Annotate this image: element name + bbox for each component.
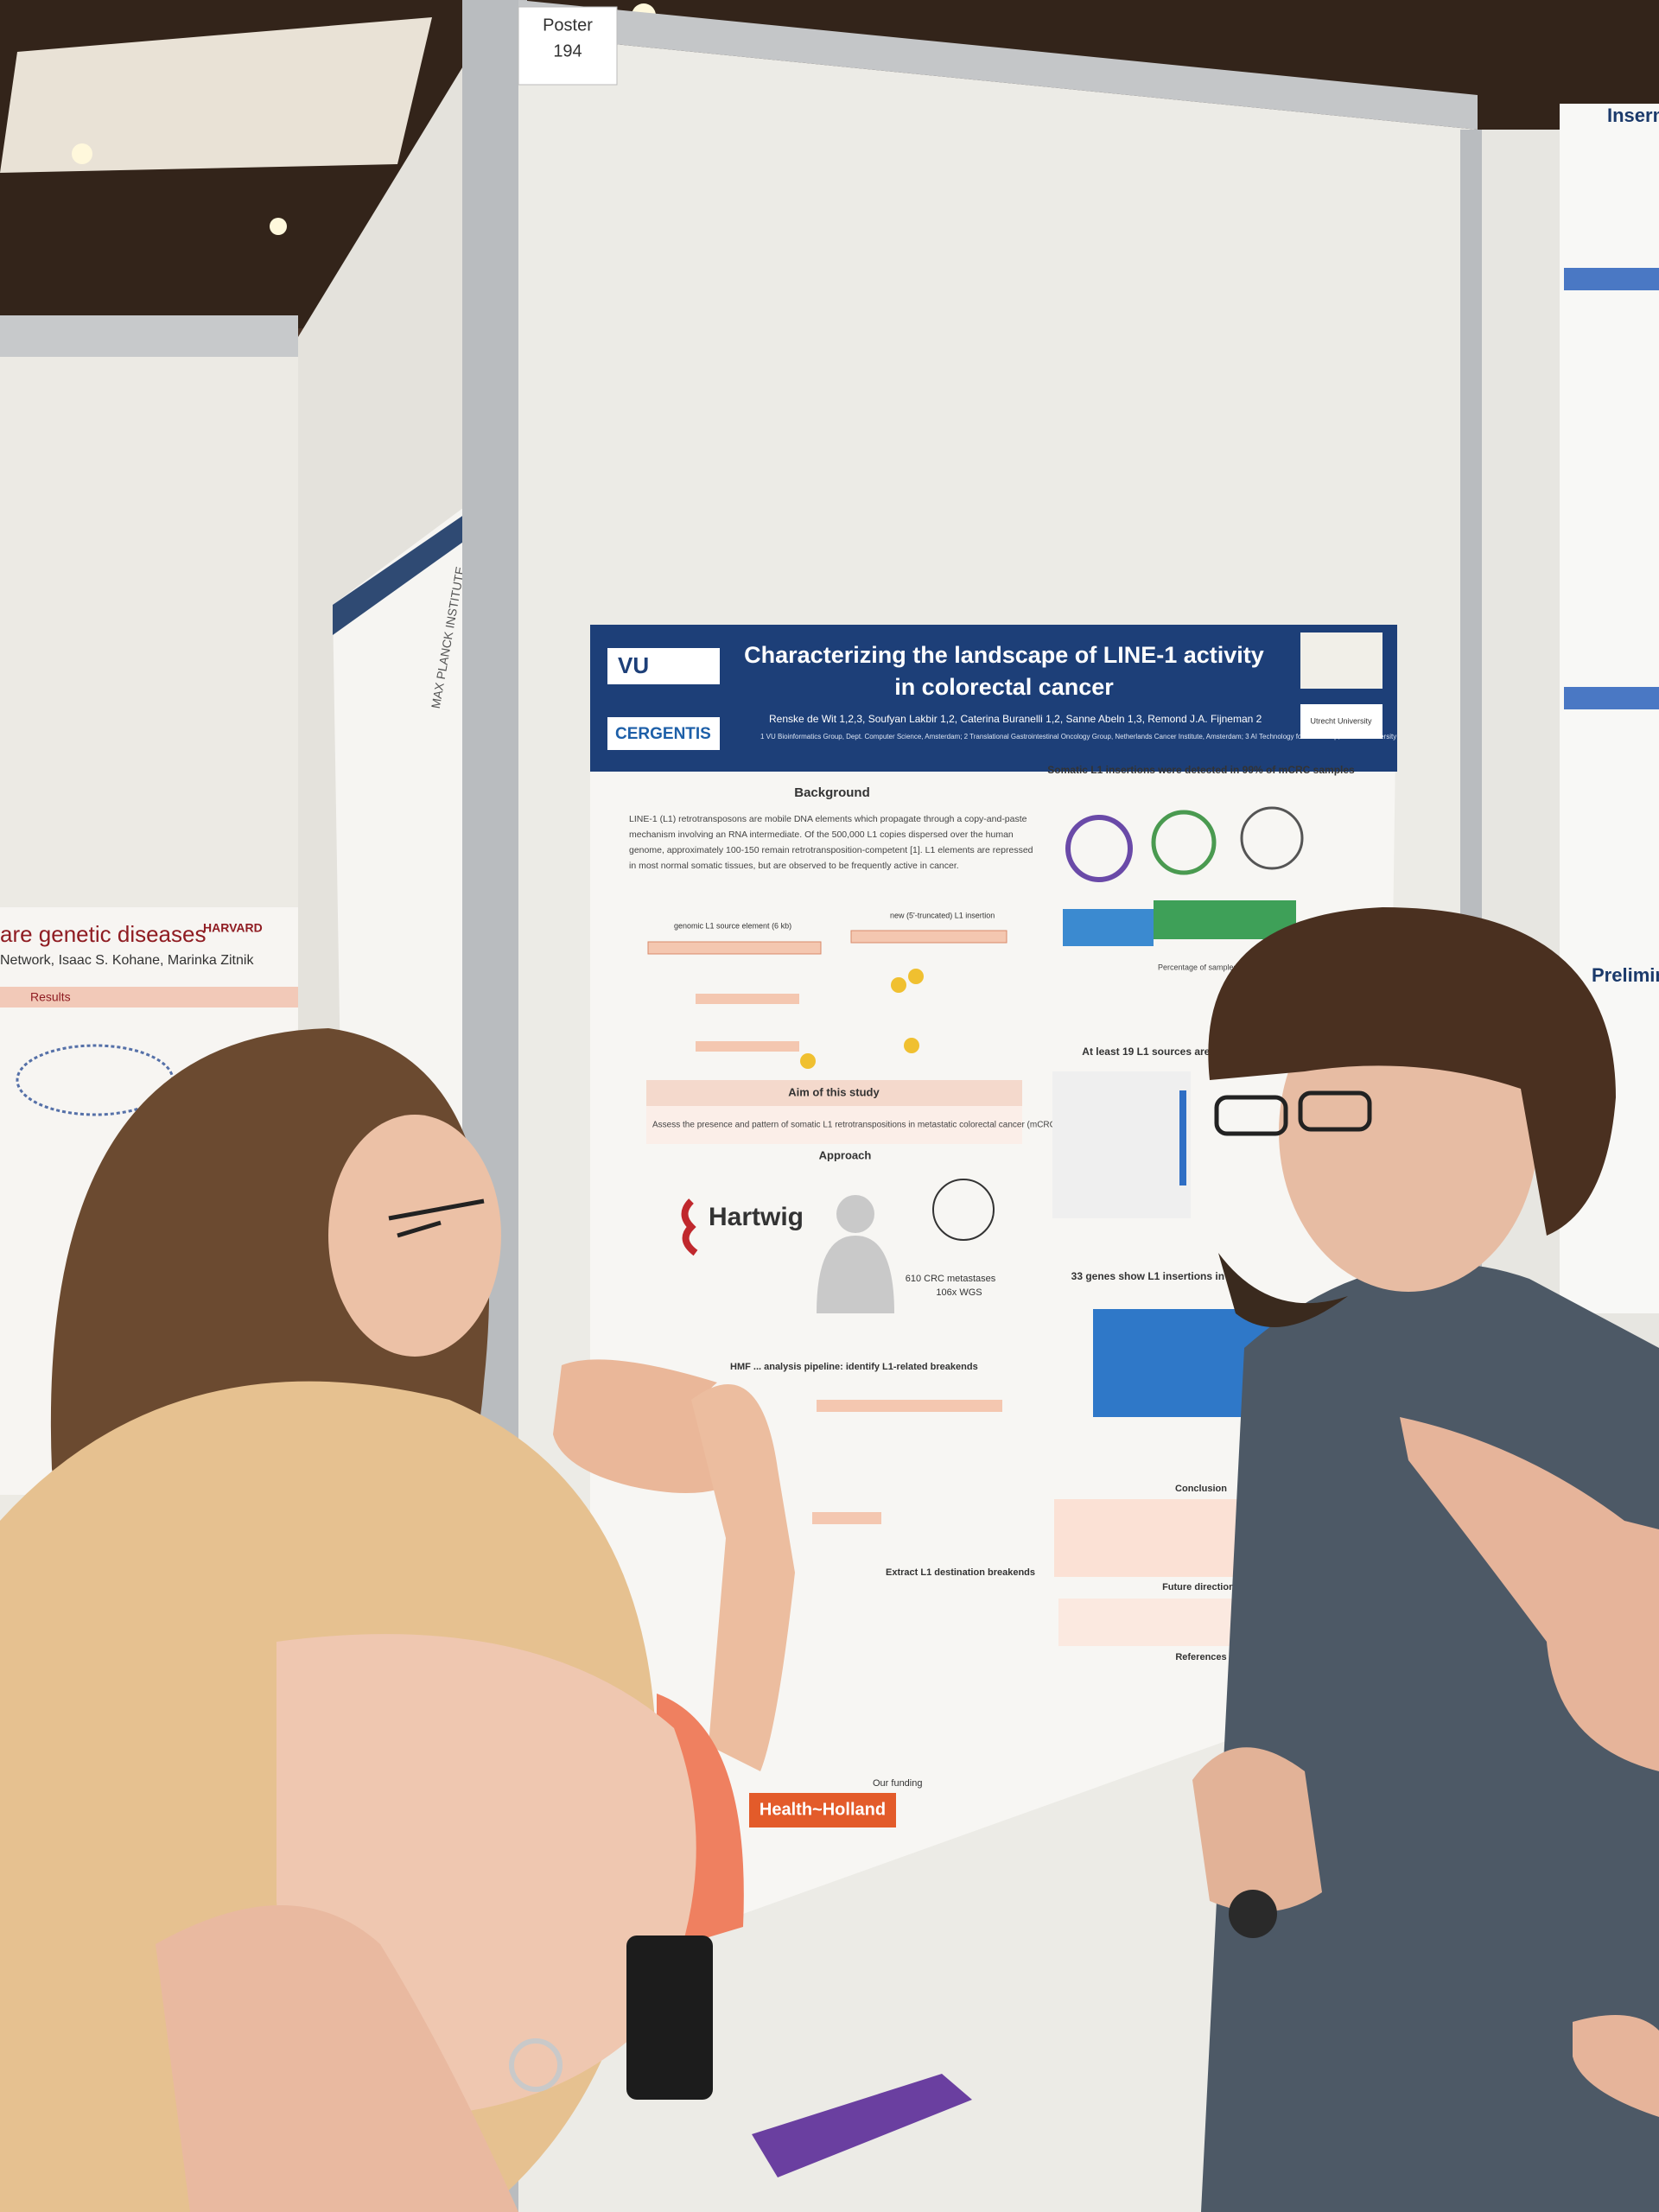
glasses bbox=[1214, 1095, 1288, 1136]
uu-logo-text: Utrecht University bbox=[1310, 716, 1372, 725]
poster-affiliations: 1 VU Bioinformatics Group, Dept. Compute… bbox=[760, 733, 1396, 741]
right-poster-band bbox=[1564, 687, 1659, 709]
extract-label: Extract L1 destination breakends bbox=[886, 1567, 1035, 1578]
cergentis-logo-text: CERGENTIS bbox=[615, 725, 711, 743]
orf-protein bbox=[904, 1038, 919, 1053]
glasses bbox=[1298, 1090, 1372, 1132]
left-poster-authors: Network, Isaac S. Kohane, Marinka Zitnik bbox=[0, 953, 254, 968]
right-poster-logo: Inserm bbox=[1607, 105, 1659, 126]
glasses bbox=[388, 1198, 485, 1238]
patient-icon bbox=[817, 1236, 894, 1313]
patient-icon bbox=[836, 1195, 874, 1233]
woman-face bbox=[328, 1115, 501, 1357]
pointing-hand bbox=[1400, 1417, 1659, 1771]
l1-element bbox=[647, 941, 822, 955]
results-bar bbox=[0, 987, 346, 1007]
summary-bar bbox=[1154, 900, 1296, 939]
man-beard bbox=[1218, 1253, 1348, 1327]
aim-box bbox=[646, 1080, 1022, 1106]
section-heading: Background bbox=[794, 785, 870, 800]
uu-logo bbox=[1300, 704, 1382, 739]
funding-logo-text: Health~Holland bbox=[760, 1800, 886, 1819]
axis-label: Percentage of samples bbox=[1158, 963, 1238, 971]
left-poster-title: are genetic diseases bbox=[0, 921, 206, 947]
background-text: LINE-1 (L1) retrotransposons are mobile … bbox=[629, 814, 1027, 824]
left-poster-logo: HARVARD bbox=[203, 921, 263, 935]
watch bbox=[1229, 1890, 1277, 1938]
left-poster-results: Results bbox=[30, 990, 71, 1004]
diagram-label: new (5'-truncated) L1 insertion bbox=[890, 911, 995, 919]
section-heading: Somatic L1 insertions were detected in 9… bbox=[1047, 764, 1355, 776]
board-frame bbox=[518, 0, 1478, 130]
section-heading: Approach bbox=[819, 1148, 872, 1161]
poster-number-card bbox=[518, 6, 618, 86]
background-text: mechanism involving an RNA intermediate.… bbox=[629, 830, 1014, 840]
nki-logo bbox=[1300, 632, 1382, 689]
cohort-size: 610 CRC metastases bbox=[906, 1274, 996, 1284]
circos-plot bbox=[1065, 815, 1133, 882]
circos-plot bbox=[1240, 806, 1304, 870]
hartwig-logo-mark bbox=[681, 1198, 698, 1256]
man-hair bbox=[1208, 907, 1616, 1236]
gesturing-hand bbox=[553, 1359, 743, 1493]
vu-logo-text: VU bbox=[618, 652, 649, 678]
section-heading: Aim of this study bbox=[788, 1085, 880, 1098]
section-heading: References bbox=[1175, 1652, 1226, 1662]
l1-element bbox=[850, 930, 1007, 944]
hartwig-logo: Hartwig bbox=[709, 1203, 804, 1231]
wristband bbox=[752, 2074, 972, 2177]
orf-protein bbox=[800, 1053, 816, 1069]
l1-element bbox=[812, 1512, 881, 1524]
diagram-label: genomic L1 source element (6 kb) bbox=[674, 921, 791, 930]
aim-text-box bbox=[646, 1106, 1022, 1144]
ceiling-light bbox=[270, 218, 287, 235]
poster-title: Characterizing the landscape of LINE-1 a… bbox=[744, 642, 1264, 668]
sequencing-depth: 106x WGS bbox=[936, 1287, 982, 1298]
section-heading: Future directions bbox=[1162, 1582, 1240, 1592]
section-heading: Conclusion bbox=[1175, 1484, 1227, 1494]
blonde-hand bbox=[156, 1905, 518, 2212]
poster-number-label: Poster bbox=[543, 16, 593, 35]
right-poster-heading: Prelimina bbox=[1592, 964, 1659, 986]
l1-source-bar bbox=[1179, 1090, 1186, 1185]
poster-header bbox=[590, 625, 1397, 772]
poster-authors: Renske de Wit 1,2,3, Soufyan Lakbir 1,2,… bbox=[769, 713, 1262, 725]
section-heading: 33 genes show L1 insertions in ... bbox=[1071, 1270, 1236, 1282]
l1-element bbox=[696, 994, 799, 1004]
l1-source-chart bbox=[1052, 1071, 1191, 1218]
vu-logo bbox=[607, 648, 720, 684]
aim-text: Assess the presence and pattern of somat… bbox=[652, 1121, 1061, 1130]
background-text: genome, approximately 100-150 remain ret… bbox=[629, 845, 1033, 855]
right-poster-band bbox=[1564, 268, 1659, 290]
poster-title: in colorectal cancer bbox=[894, 674, 1114, 700]
cergentis-logo bbox=[607, 717, 720, 750]
funding-logo bbox=[749, 1793, 896, 1827]
ring bbox=[509, 2038, 563, 2092]
section-heading: At least 19 L1 sources are active bbox=[1082, 1046, 1243, 1058]
pipeline-heading: HMF ... analysis pipeline: identify L1-r… bbox=[730, 1362, 978, 1372]
poster-number: 194 bbox=[553, 41, 582, 60]
orf-protein bbox=[891, 977, 906, 993]
circos-icon bbox=[932, 1179, 995, 1241]
summary-bar bbox=[1063, 909, 1154, 946]
board-frame bbox=[0, 315, 298, 357]
middle-poster-header bbox=[333, 501, 484, 635]
woman-arm bbox=[691, 1384, 795, 1771]
section-heading: Our funding bbox=[873, 1778, 922, 1789]
hand bbox=[1573, 2015, 1659, 2117]
l1-element bbox=[817, 1400, 1002, 1412]
man-hand bbox=[1192, 1747, 1322, 1912]
circos-plot bbox=[1151, 810, 1217, 875]
background-text: in most normal somatic tissues, but are … bbox=[629, 861, 959, 871]
orf-protein bbox=[908, 969, 924, 984]
phone bbox=[626, 1936, 713, 2100]
ceiling-panel bbox=[0, 17, 432, 173]
ceiling-light bbox=[72, 143, 92, 164]
l1-element bbox=[696, 1041, 799, 1052]
